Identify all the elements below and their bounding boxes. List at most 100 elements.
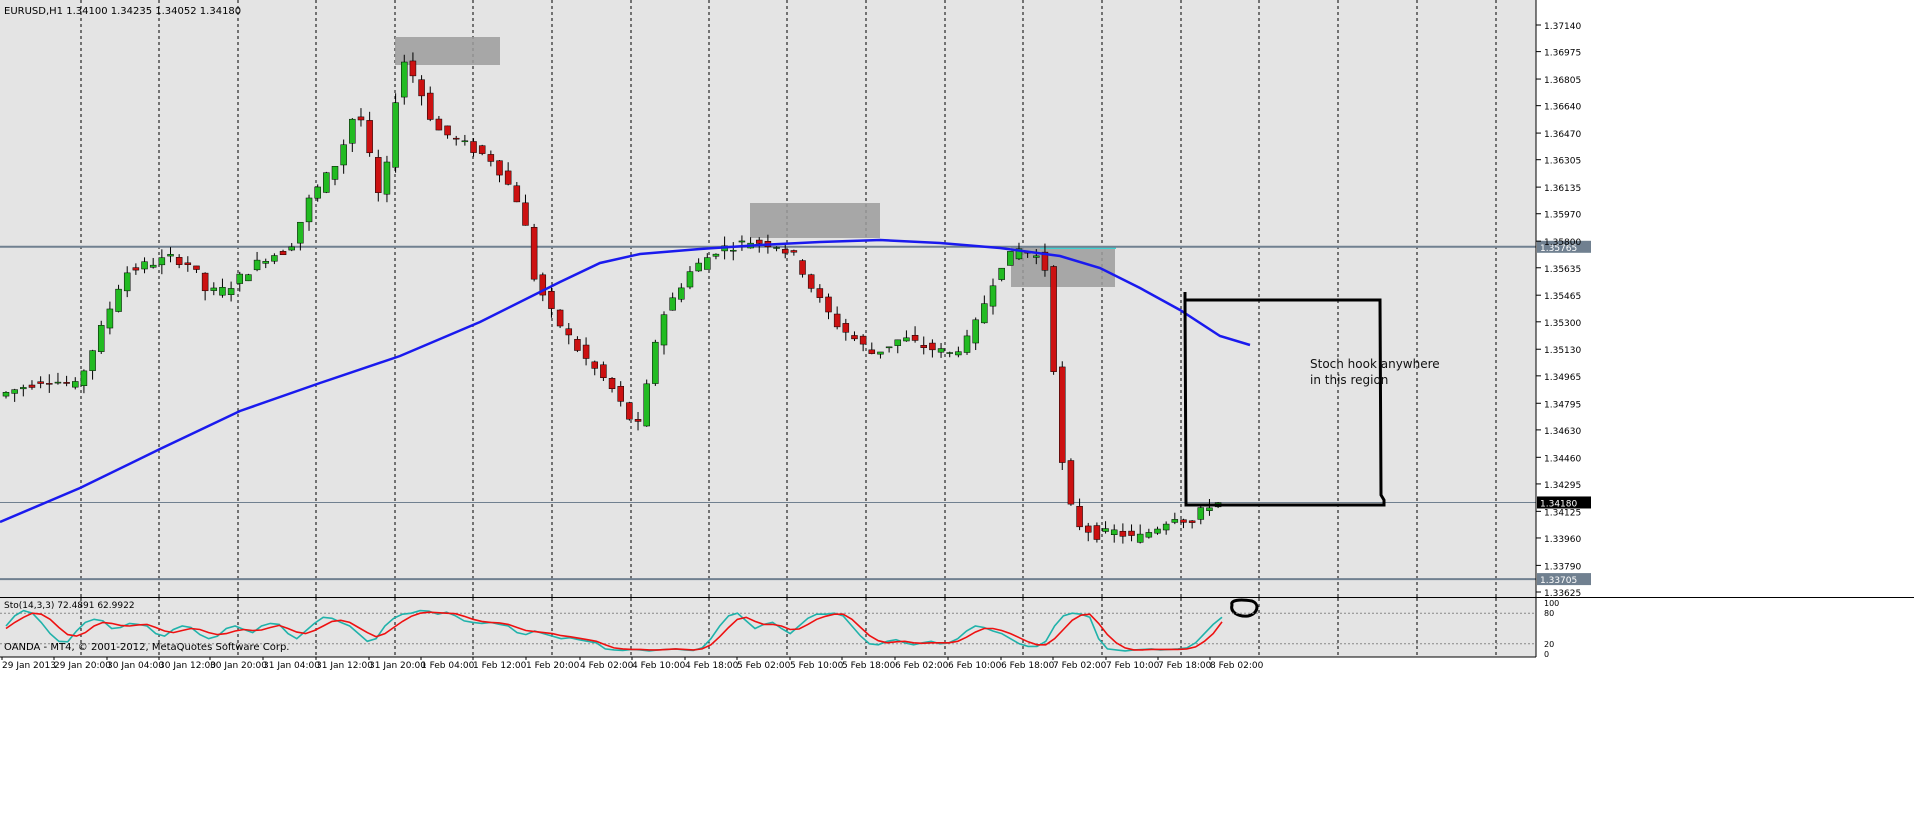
bull-candle <box>461 140 469 143</box>
bull-candle <box>885 346 893 349</box>
bear-candle <box>539 274 547 296</box>
time-label: 30 Jan 20:00 <box>210 661 267 671</box>
time-label: 1 Feb 20:00 <box>526 661 580 671</box>
stoch-tick-label: 0 <box>1544 650 1549 659</box>
moving-average <box>0 238 1251 524</box>
bear-candle <box>911 334 919 341</box>
time-label: 4 Feb 10:00 <box>632 661 686 671</box>
price-marker <box>1537 240 1591 253</box>
stoch-signal-line <box>5 611 1223 651</box>
bear-candle <box>1180 519 1187 523</box>
bull-candle <box>643 383 650 427</box>
bear-candle <box>617 385 624 402</box>
price-tick-label: 1.35300 <box>1544 319 1581 329</box>
bear-candle <box>1076 506 1083 528</box>
price-marker-label: 1.33705 <box>1540 576 1577 586</box>
bear-candle <box>1041 251 1049 271</box>
bear-candle <box>1050 266 1057 372</box>
time-label: 31 Jan 12:00 <box>316 661 373 671</box>
time-label: 30 Jan 12:00 <box>159 661 216 671</box>
bull-candle <box>97 325 105 352</box>
time-label: 4 Feb 18:00 <box>685 661 739 671</box>
time-label: 31 Jan 04:00 <box>263 661 320 671</box>
price-tick-label: 1.34795 <box>1544 400 1581 410</box>
bear-candle <box>452 137 460 140</box>
bull-candle <box>54 381 62 384</box>
price-marker-label: 1.35765 <box>1540 244 1577 254</box>
bull-candle <box>652 341 659 384</box>
bear-candle <box>184 262 192 265</box>
bear-candle <box>920 345 927 348</box>
bear-candle <box>513 185 521 203</box>
bear-candle <box>1067 460 1075 505</box>
bear-candle <box>781 249 789 254</box>
resistance-zone <box>750 203 880 238</box>
bull-candle <box>972 319 979 344</box>
bull-candle <box>963 335 971 353</box>
bear-candle <box>799 260 806 275</box>
stoch-main-line <box>5 609 1223 652</box>
bull-candle <box>686 271 694 288</box>
bull-candle <box>2 392 10 397</box>
price-tick-label: 1.36640 <box>1544 103 1581 113</box>
bull-candle <box>80 370 88 386</box>
price-tick-label: 1.36805 <box>1544 76 1581 86</box>
bull-candle <box>288 246 295 251</box>
bull-candle <box>660 314 668 346</box>
bear-candle <box>1084 525 1092 533</box>
time-label: 29 Jan 20:00 <box>54 661 111 671</box>
bear-candle <box>1188 520 1196 523</box>
bull-candle <box>115 288 122 312</box>
bear-candle <box>504 170 512 185</box>
annotation-circle <box>1230 598 1259 618</box>
stoch-tick-label: 80 <box>1544 609 1554 618</box>
drawings <box>1183 292 1386 618</box>
bear-candle <box>63 382 70 384</box>
bull-candle <box>1171 519 1179 523</box>
bull-candle <box>998 267 1005 280</box>
bear-candle <box>868 349 876 354</box>
bull-candle <box>149 264 157 268</box>
price-tick-label: 1.34630 <box>1544 427 1581 437</box>
bull-candle <box>219 287 226 296</box>
bull-candle <box>1197 507 1205 520</box>
bull-candle <box>349 118 356 144</box>
price-tick-label: 1.36470 <box>1544 130 1581 140</box>
bear-candle <box>375 157 382 193</box>
bull-candle <box>331 166 339 180</box>
price-marker <box>1537 573 1591 586</box>
price-tick-label: 1.36305 <box>1544 157 1581 167</box>
bear-candle <box>842 323 850 333</box>
bull-candle <box>236 273 244 284</box>
bull-candle <box>383 161 391 195</box>
time-label: 29 Jan 2013 <box>2 661 56 671</box>
bull-candle <box>72 381 79 388</box>
bull-candle <box>11 389 18 394</box>
bull-candle <box>1145 532 1153 538</box>
bear-candle <box>366 120 373 154</box>
bear-candle <box>487 154 495 162</box>
bear-candle <box>755 239 763 244</box>
bull-candle <box>946 352 953 354</box>
time-label: 8 Feb 02:00 <box>1210 661 1264 671</box>
bear-candle <box>1093 525 1101 540</box>
bear-candle <box>357 116 365 121</box>
price-tick-label: 1.33790 <box>1544 562 1581 572</box>
price-tick-label: 1.35635 <box>1544 265 1581 275</box>
indicator-area[interactable] <box>0 598 1536 657</box>
bear-candle <box>833 313 841 328</box>
annotation-line-1: Stoch hook anywhere <box>1310 357 1440 371</box>
indicator-label: Sto(14,3,3) 72.4891 62.9922 <box>4 601 135 611</box>
time-label: 6 Feb 18:00 <box>1001 661 1055 671</box>
price-marker-label: 1.34180 <box>1540 499 1577 509</box>
bear-candle <box>626 402 633 420</box>
time-label: 31 Jan 20:00 <box>369 661 426 671</box>
axes: 1.37140 1.36975 1.36805 1.36640 1.36470 1.363… <box>0 0 1914 671</box>
bull-candle <box>669 297 676 311</box>
time-label: 1 Feb 04:00 <box>421 661 475 671</box>
bull-candle <box>937 348 945 353</box>
copyright-label: OANDA - MT4, © 2001-2012, MetaQuotes Sof… <box>4 642 289 653</box>
bull-candle <box>1007 251 1014 266</box>
